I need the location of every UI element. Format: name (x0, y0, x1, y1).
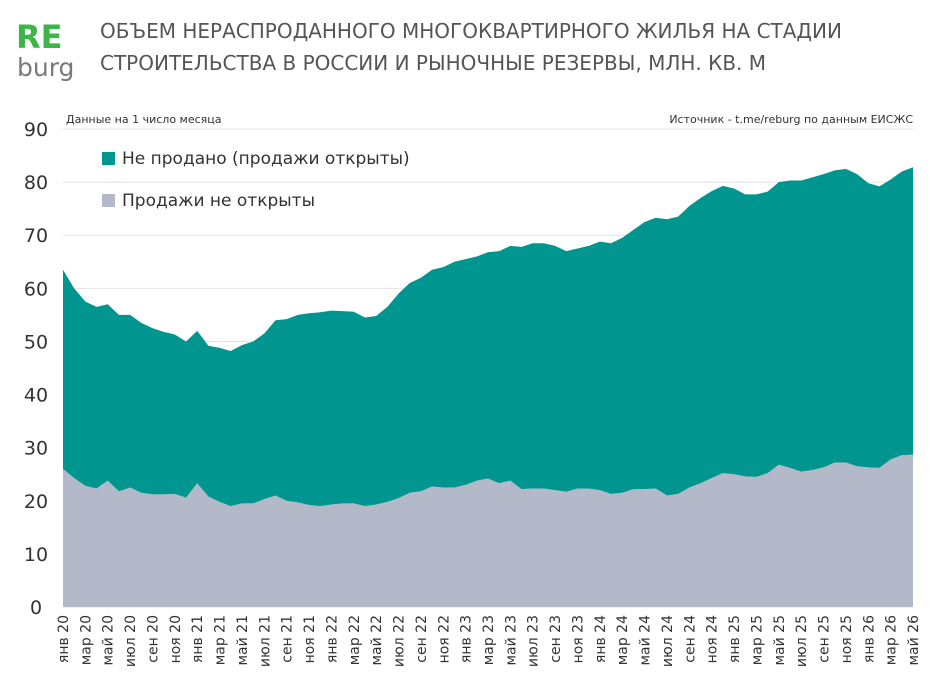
x-tick-label: мар 24 (615, 615, 631, 665)
y-tick-label: 80 (24, 172, 48, 194)
x-tick-label: ноя 21 (302, 615, 318, 663)
legend-label: Не продано (продажи открыты) (122, 149, 410, 169)
x-tick-label: июл 25 (794, 615, 810, 667)
x-tick-label: янв 23 (459, 615, 475, 663)
x-tick-label: мар 20 (78, 615, 94, 665)
x-tick-label: янв 26 (861, 615, 877, 663)
x-tick-label: сен 24 (682, 615, 698, 663)
x-tick-label: мар 25 (749, 615, 765, 665)
x-tick-label: мар 23 (481, 615, 497, 665)
x-tick-label: июл 22 (392, 615, 408, 667)
x-tick-label: сен 25 (817, 615, 833, 663)
legend-swatch (102, 194, 115, 207)
y-tick-label: 40 (24, 385, 48, 407)
logo-bottom: burg (17, 53, 74, 82)
x-tick-label: ноя 20 (168, 615, 184, 663)
area (63, 454, 913, 607)
x-tick-label: май 24 (638, 615, 654, 666)
y-tick-label: 30 (24, 438, 48, 460)
x-tick-label: май 20 (101, 615, 117, 666)
legend-label: Продажи не открыты (122, 191, 315, 211)
x-tick-label: янв 20 (56, 615, 72, 663)
y-tick-label: 10 (24, 544, 48, 566)
note: Данные на 1 число месяца (66, 113, 222, 126)
x-tick-label: ноя 23 (570, 615, 586, 663)
y-tick-label: 50 (24, 331, 48, 353)
x-tick-label: ноя 24 (705, 615, 721, 663)
logo-top: RE (16, 18, 63, 56)
x-tick-label: май 22 (369, 615, 385, 666)
y-tick-label: 0 (30, 597, 42, 619)
x-tick-label: май 21 (235, 615, 251, 666)
x-tick-label: май 23 (503, 615, 519, 666)
x-tick-label: мар 21 (213, 615, 229, 665)
y-tick-label: 20 (24, 491, 48, 513)
x-tick-label: ноя 22 (436, 615, 452, 663)
x-tick-label: май 25 (772, 615, 788, 666)
legend-swatch (102, 152, 115, 165)
x-tick-label: июл 23 (526, 615, 542, 667)
x-tick-label: янв 24 (593, 615, 609, 663)
x-tick-label: янв 25 (727, 615, 743, 663)
x-tick-label: сен 21 (280, 615, 296, 663)
area (63, 167, 913, 507)
source: Источник - t.me/reburg по данным ЕИСЖС (669, 113, 913, 126)
x-tick-label: сен 20 (145, 615, 161, 663)
x-tick-label: май 26 (906, 615, 922, 666)
y-tick-label: 70 (24, 225, 48, 247)
chart-title: СТРОИТЕЛЬСТВА В РОССИИ И РЫНОЧНЫЕ РЕЗЕРВ… (100, 51, 766, 75)
x-tick-label: ноя 25 (839, 615, 855, 663)
x-tick-label: мар 22 (347, 615, 363, 665)
x-tick-label: янв 21 (190, 615, 206, 663)
y-tick-label: 90 (24, 119, 48, 141)
x-tick-label: мар 26 (884, 615, 900, 665)
x-tick-label: сен 23 (548, 615, 564, 663)
x-tick-label: июл 24 (660, 615, 676, 667)
chart-title: ОБЪЕМ НЕРАСПРОДАННОГО МНОГОКВАРТИРНОГО Ж… (100, 19, 842, 43)
y-tick-label: 60 (24, 278, 48, 300)
x-tick-label: июл 21 (257, 615, 273, 667)
x-tick-label: июл 20 (123, 615, 139, 667)
x-tick-label: янв 22 (324, 615, 340, 663)
x-tick-label: сен 22 (414, 615, 430, 663)
